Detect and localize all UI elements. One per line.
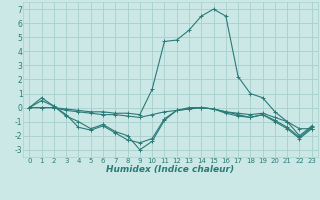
X-axis label: Humidex (Indice chaleur): Humidex (Indice chaleur)	[107, 165, 235, 174]
